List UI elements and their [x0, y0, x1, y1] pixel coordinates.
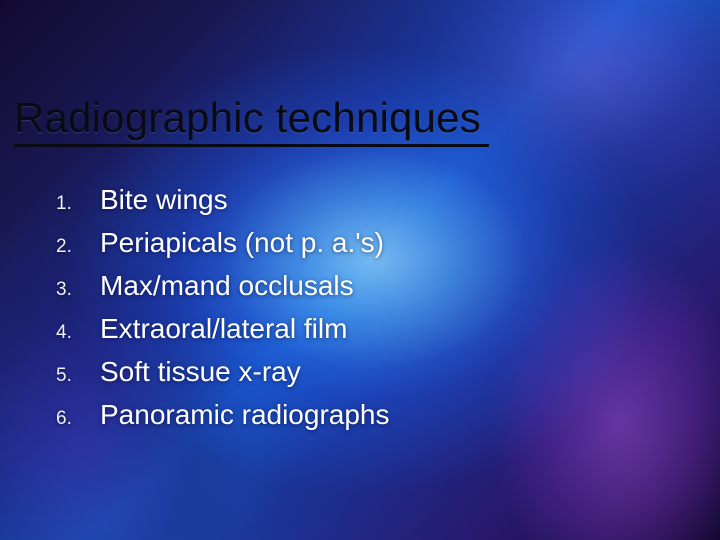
list-text: Max/mand occlusals [100, 268, 354, 305]
list-number: 2. [56, 234, 100, 259]
list-item: 1. Bite wings [56, 182, 390, 219]
list-text: Soft tissue x-ray [100, 354, 301, 391]
list-number: 6. [56, 406, 100, 431]
list-item: 3. Max/mand occlusals [56, 268, 390, 305]
presentation-slide: Radiographic techniques 1. Bite wings 2.… [0, 0, 720, 540]
numbered-list: 1. Bite wings 2. Periapicals (not p. a.'… [56, 182, 390, 440]
list-text: Panoramic radiographs [100, 397, 390, 434]
list-text: Periapicals (not p. a.'s) [100, 225, 384, 262]
list-item: 4. Extraoral/lateral film [56, 311, 390, 348]
list-item: 6. Panoramic radiographs [56, 397, 390, 434]
list-text: Bite wings [100, 182, 228, 219]
list-item: 2. Periapicals (not p. a.'s) [56, 225, 390, 262]
list-number: 1. [56, 191, 100, 216]
list-number: 5. [56, 363, 100, 388]
slide-title: Radiographic techniques [14, 94, 489, 147]
list-number: 4. [56, 320, 100, 345]
list-number: 3. [56, 277, 100, 302]
list-text: Extraoral/lateral film [100, 311, 347, 348]
list-item: 5. Soft tissue x-ray [56, 354, 390, 391]
